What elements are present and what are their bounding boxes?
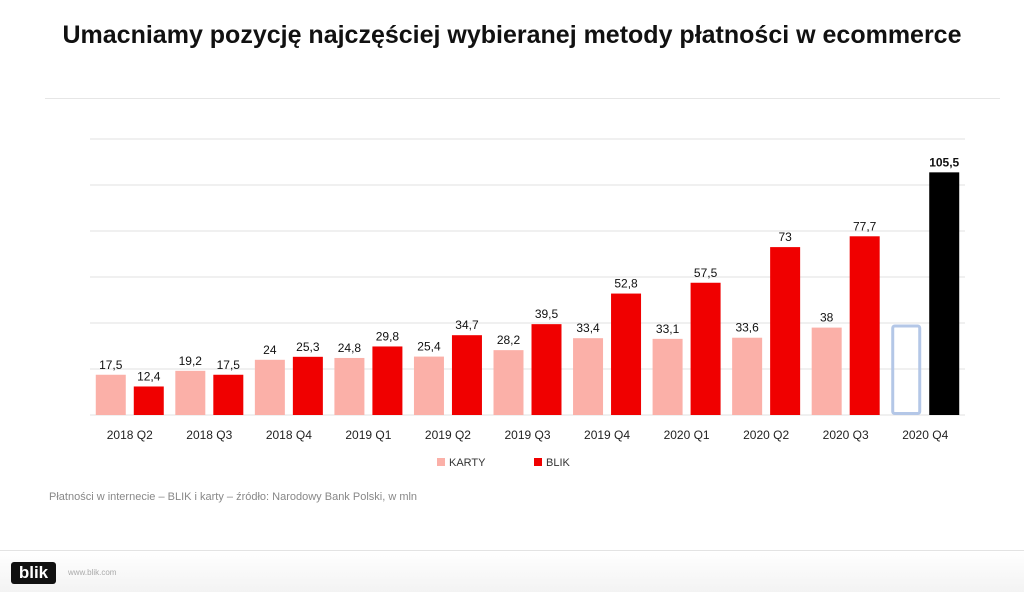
source-note: Płatności w internecie – BLIK i karty – … bbox=[49, 491, 418, 503]
x-tick-label: 2020 Q2 bbox=[743, 428, 789, 442]
data-label: 33,1 bbox=[656, 322, 680, 336]
bar-blik bbox=[292, 356, 323, 415]
data-label: 33,6 bbox=[735, 321, 759, 335]
x-tick-label: 2019 Q2 bbox=[425, 428, 471, 442]
data-label: 25,3 bbox=[296, 340, 320, 354]
data-label: 25,4 bbox=[417, 340, 441, 354]
data-label: 33,4 bbox=[576, 321, 600, 335]
bar-blik bbox=[611, 293, 642, 415]
data-label: 38 bbox=[820, 311, 834, 325]
data-label: 105,5 bbox=[929, 155, 959, 169]
bar-blik bbox=[849, 236, 880, 415]
footer: blik www.blik.com bbox=[0, 550, 1024, 592]
legend-label: KARTY bbox=[449, 457, 486, 469]
bar-karty bbox=[175, 370, 206, 415]
bar-blik bbox=[451, 335, 482, 415]
x-tick-label: 2018 Q2 bbox=[107, 428, 153, 442]
data-label: 24,8 bbox=[338, 341, 362, 355]
bar-karty bbox=[811, 327, 842, 415]
chart-title: Umacniamy pozycję najczęściej wybieranej… bbox=[62, 21, 962, 49]
data-label: 39,5 bbox=[535, 307, 559, 321]
bar-karty bbox=[493, 350, 524, 415]
bar-blik bbox=[929, 172, 960, 415]
x-tick-label: 2019 Q3 bbox=[504, 428, 550, 442]
x-tick-label: 2019 Q4 bbox=[584, 428, 630, 442]
bar-blik bbox=[213, 374, 244, 415]
x-tick-label: 2018 Q4 bbox=[266, 428, 312, 442]
blik-logo: blik bbox=[11, 562, 56, 584]
data-label: 17,5 bbox=[217, 358, 241, 372]
data-label: 24 bbox=[263, 343, 277, 357]
x-tick-label: 2020 Q3 bbox=[823, 428, 869, 442]
bar-blik bbox=[372, 346, 403, 415]
bar-blik bbox=[133, 386, 164, 415]
bar-karty bbox=[573, 338, 604, 415]
data-label: 19,2 bbox=[179, 354, 203, 368]
bar-karty bbox=[334, 357, 365, 415]
title-divider bbox=[45, 98, 1000, 99]
legend-label: BLIK bbox=[546, 457, 571, 469]
data-label: 57,5 bbox=[694, 266, 718, 280]
data-label: 34,7 bbox=[455, 318, 479, 332]
x-tick-label: 2020 Q4 bbox=[902, 428, 948, 442]
legend-swatch-blik bbox=[534, 458, 542, 466]
data-label: 12,4 bbox=[137, 369, 161, 383]
footer-url[interactable]: www.blik.com bbox=[68, 568, 117, 577]
placeholder-bar bbox=[891, 324, 922, 415]
bar-karty bbox=[254, 359, 285, 415]
data-label: 17,5 bbox=[99, 358, 123, 372]
bar-karty bbox=[413, 356, 444, 415]
data-label: 29,8 bbox=[376, 329, 400, 343]
bar-karty bbox=[732, 337, 763, 415]
data-label: 28,2 bbox=[497, 333, 521, 347]
legend-swatch-karty bbox=[437, 458, 445, 466]
x-tick-label: 2019 Q1 bbox=[345, 428, 391, 442]
bar-blik bbox=[690, 282, 721, 415]
bar-blik bbox=[531, 324, 562, 415]
bar-karty bbox=[652, 338, 683, 415]
data-label: 73 bbox=[778, 230, 792, 244]
data-label: 52,8 bbox=[614, 277, 638, 291]
x-tick-label: 2020 Q1 bbox=[664, 428, 710, 442]
bar-blik bbox=[770, 247, 801, 415]
data-label: 77,7 bbox=[853, 219, 877, 233]
x-tick-label: 2018 Q3 bbox=[186, 428, 232, 442]
bar-karty bbox=[95, 374, 126, 415]
